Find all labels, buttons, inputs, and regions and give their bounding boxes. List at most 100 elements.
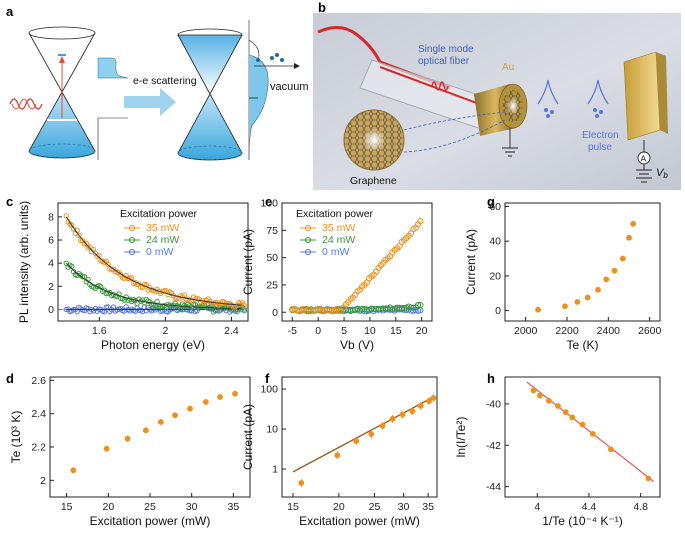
e-e-scattering-label: e-e scattering — [133, 75, 197, 87]
panel-label-d: d — [6, 371, 14, 386]
panel-label-b: b — [318, 0, 326, 15]
y-axis-label: Current (pA) — [241, 404, 255, 470]
distribution-axis — [97, 117, 128, 160]
data-point — [183, 296, 189, 303]
y-tick-label: 10 — [266, 424, 278, 436]
data-point — [393, 304, 401, 311]
panel-label-e: e — [265, 194, 272, 209]
data-point — [241, 307, 248, 314]
data-point — [87, 244, 93, 250]
distribution-hot — [97, 57, 129, 79]
data-point — [430, 395, 437, 401]
data-point — [79, 274, 86, 280]
data-point — [359, 305, 366, 313]
data-point — [76, 232, 82, 239]
x-tick-label: 4.4 — [582, 501, 597, 513]
data-point — [536, 392, 543, 399]
x-tick-label: 15 — [287, 501, 299, 513]
dirac-cone-before — [9, 26, 96, 159]
data-point — [128, 248, 136, 256]
y-axis-label: Current (pA) — [241, 229, 255, 295]
x-tick-label: 35 — [422, 501, 434, 513]
data-point — [124, 435, 131, 442]
chart-f: f 15 20 25 30 35 1 10 100 Excitation power (mW) Cu… — [241, 371, 438, 528]
data-point — [407, 304, 415, 311]
data-point — [70, 467, 77, 474]
panel-a: a e-e scattering — [6, 4, 309, 161]
tip-ground — [502, 128, 518, 157]
vb-label: Vb — [656, 167, 668, 180]
collector-plate: A Vb — [623, 51, 668, 183]
data-point — [304, 236, 312, 244]
data-point — [555, 403, 561, 409]
y-tick-label: -44 — [486, 481, 501, 493]
y-tick-label: 50 — [266, 252, 278, 264]
y-tick-label: 20 — [489, 270, 501, 282]
data-point — [319, 307, 326, 314]
y-axis-label: PL intensity (arb. units) — [17, 201, 31, 323]
x-tick-label: 4 — [534, 501, 540, 513]
y-tick-label: 0 — [495, 305, 501, 317]
data-point — [417, 218, 424, 225]
data-point — [379, 422, 386, 429]
data-point — [157, 419, 164, 425]
data-point — [595, 286, 601, 293]
x-tick-label: -5 — [288, 325, 297, 337]
data-point — [626, 234, 632, 241]
data-point — [83, 240, 89, 247]
x-axis-label: Te (K) — [566, 338, 598, 352]
x-tick-label: 30 — [186, 501, 198, 513]
x-tick-label: 20 — [416, 325, 428, 337]
data-point — [304, 248, 312, 256]
data-point — [172, 412, 178, 419]
data-point — [375, 305, 382, 312]
panel-label-a: a — [6, 4, 14, 19]
chart-g: g 2000 2200 2400 2600 0 20 40 60 Te (K) Current (p… — [464, 194, 662, 352]
data-point — [645, 475, 652, 482]
panel-label-g: g — [487, 194, 495, 209]
x-tick-label: 0 — [315, 325, 321, 337]
legend-title: Excitation power — [296, 208, 374, 220]
y-tick-label: 6 — [48, 235, 54, 247]
legend-entry: 24 mW — [322, 234, 355, 246]
data-point — [202, 399, 209, 405]
fiber-label: Single mode optical fiber — [418, 44, 474, 67]
fit-line — [65, 216, 242, 306]
legend-entry: 35 mW — [322, 222, 355, 234]
fit-line — [292, 395, 436, 473]
x-axis-label: Excitation power (mW) — [90, 514, 211, 528]
data-point — [579, 421, 586, 428]
y-tick-label: -42 — [486, 440, 501, 452]
data-point — [232, 390, 238, 397]
data-point — [380, 305, 387, 312]
data-point — [368, 305, 375, 312]
data-point — [63, 213, 69, 219]
data-point — [584, 294, 591, 301]
y-tick-label: 4 — [48, 258, 54, 270]
x-axis-label: 1/Te (10⁻⁴ K⁻¹) — [542, 514, 623, 528]
x-tick-label: 25 — [144, 501, 156, 513]
data-point — [619, 255, 626, 262]
y-tick-label: 2.4 — [31, 408, 46, 420]
x-tick-label: 2000 — [514, 325, 538, 337]
data-point — [389, 415, 396, 422]
data-point — [574, 299, 581, 305]
data-point — [409, 408, 416, 415]
data-point — [298, 480, 305, 486]
data-point — [417, 402, 424, 409]
chart-c: c 1.6 2 2.4 0 2 4 6 8 Photon energy (eV) PL intens… — [6, 194, 249, 352]
data-point — [368, 431, 375, 437]
plot-frame — [57, 202, 249, 322]
panel-b: b Single mode optical fiber Au — [313, 0, 681, 190]
data-point — [304, 224, 312, 232]
y-tick-label: 75 — [266, 225, 278, 237]
x-tick-label: 20 — [333, 501, 345, 513]
y-tick-label: 0 — [272, 307, 278, 319]
fit-line — [65, 262, 242, 310]
x-tick-label: 2.4 — [224, 325, 239, 337]
x-tick-label: 2 — [162, 325, 168, 337]
data-point — [373, 306, 380, 313]
y-tick-label: 2 — [40, 475, 46, 487]
plot-frame — [281, 376, 438, 498]
chart-d: d 15 20 25 30 35 2 2.2 2.4 2.6 Excitation power (m… — [6, 371, 251, 528]
